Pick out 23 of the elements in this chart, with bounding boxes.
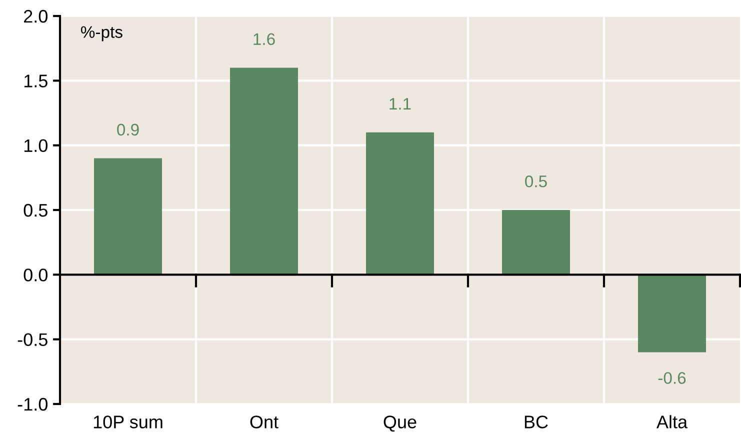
bar <box>366 132 434 275</box>
x-tick-label: 10P sum <box>94 416 162 428</box>
y-tick-label: 1.5 <box>24 74 48 88</box>
data-label: 1.6 <box>254 33 275 46</box>
data-label: 0.9 <box>117 124 139 136</box>
bar <box>94 158 162 275</box>
data-label: 1.1 <box>390 98 411 110</box>
x-tick-label: BC <box>524 416 548 428</box>
data-label: -0.6 <box>658 372 686 384</box>
x-tick-label: Que <box>384 416 416 432</box>
y-tick-label: 0.5 <box>24 204 48 217</box>
y-tick-label: -0.5 <box>18 333 48 346</box>
x-tick-label: Alta <box>656 415 688 428</box>
data-label: 0.5 <box>525 176 547 188</box>
bar <box>638 274 706 352</box>
y-axis-title: %-pts <box>80 26 122 42</box>
y-tick-label: -1.0 <box>18 398 48 411</box>
y-tick-label: 2.0 <box>24 10 48 23</box>
bar <box>230 68 298 275</box>
y-tick-label: 1.0 <box>24 139 48 152</box>
x-tick-label: Ont <box>250 416 278 428</box>
bar <box>502 210 570 275</box>
y-tick-label: 0.0 <box>24 268 48 282</box>
